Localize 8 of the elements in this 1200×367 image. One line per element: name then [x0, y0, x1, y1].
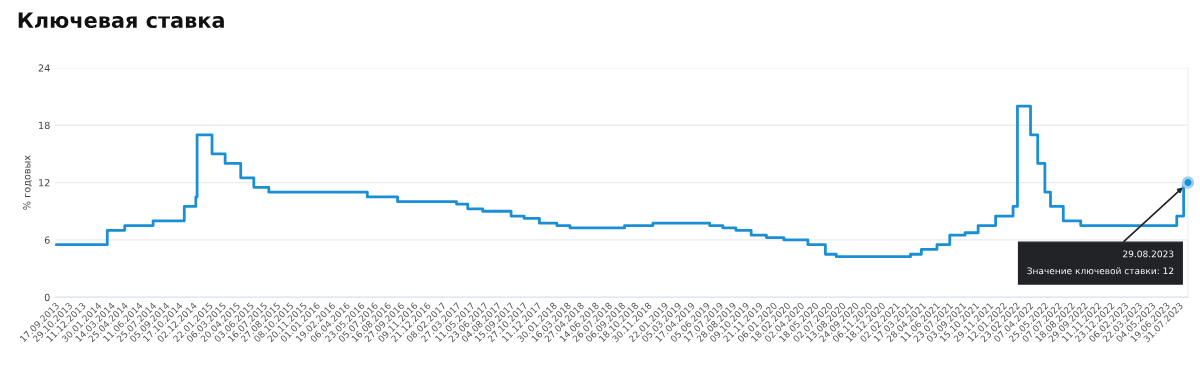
- chart-title: Ключевая ставка: [18, 12, 224, 29]
- y-axis-title: % годовых: [23, 155, 32, 210]
- y-tick-label: 18: [39, 121, 50, 130]
- y-tick-label: 6: [44, 236, 50, 244]
- annotation: 29.08.2023 Значение ключевой ставки: 12: [1027, 250, 1174, 275]
- y-tick-label: 12: [39, 179, 50, 187]
- y-tick-label: 0: [44, 293, 50, 302]
- y-tick-label: 24: [38, 64, 50, 72]
